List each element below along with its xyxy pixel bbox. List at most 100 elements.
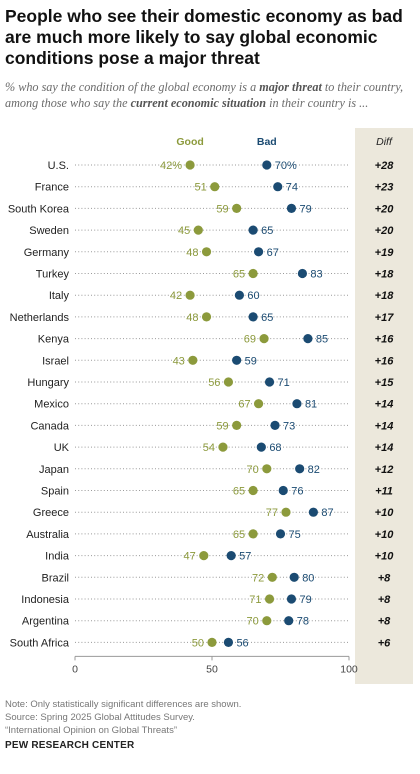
good-dot <box>201 247 212 257</box>
chart-title: People who see their domestic economy as… <box>5 6 403 68</box>
good-dot <box>185 160 195 170</box>
diff-value: +19 <box>375 247 395 259</box>
country-label: UK <box>54 442 70 454</box>
country-label: Sweden <box>29 225 69 237</box>
diff-value: +20 <box>375 203 395 215</box>
bad-value-label: 87 <box>321 507 333 519</box>
bad-dot <box>308 507 318 517</box>
diff-value: +8 <box>378 572 391 584</box>
good-value-label: 65 <box>233 529 245 541</box>
bad-dot <box>286 203 297 213</box>
country-label: India <box>45 551 70 563</box>
bad-dot <box>262 160 272 170</box>
bad-value-label: 65 <box>261 225 273 237</box>
bad-dot <box>223 637 234 648</box>
note-text: Note: Only statistically significant dif… <box>5 699 242 710</box>
legend-bad: Bad <box>257 136 277 148</box>
good-value-label: 69 <box>244 334 256 346</box>
country-label: U.S. <box>48 160 69 172</box>
good-dot <box>199 551 209 561</box>
diff-value: +14 <box>375 399 394 411</box>
country-label: Argentina <box>22 616 70 628</box>
good-dot <box>262 464 272 474</box>
bad-value-label: 71 <box>278 377 290 389</box>
good-value-label: 48 <box>186 247 198 259</box>
good-value-label: 65 <box>233 269 245 281</box>
diff-value: +10 <box>375 529 395 541</box>
bad-dot <box>234 290 244 300</box>
bad-value-label: 74 <box>286 182 298 194</box>
bad-value-label: 70% <box>275 160 297 172</box>
good-dot <box>201 312 212 322</box>
diff-value: +16 <box>375 355 395 367</box>
good-dot <box>264 594 275 604</box>
good-dot <box>253 399 264 409</box>
bad-dot <box>273 182 283 192</box>
bad-value-label: 68 <box>269 442 281 454</box>
diff-value: +23 <box>375 182 394 194</box>
country-label: South Korea <box>8 203 70 215</box>
good-dot <box>232 203 242 213</box>
bad-value-label: 56 <box>236 637 248 649</box>
bad-dot <box>278 485 288 496</box>
bad-value-label: 59 <box>245 355 257 367</box>
good-dot <box>188 355 198 365</box>
good-value-label: 77 <box>266 507 278 519</box>
bad-value-label: 81 <box>305 399 317 411</box>
diff-value: +6 <box>378 637 391 649</box>
good-value-label: 51 <box>194 182 206 194</box>
bad-dot <box>248 312 258 322</box>
good-dot <box>185 290 195 300</box>
bad-value-label: 79 <box>299 594 311 606</box>
diff-value: +10 <box>375 507 395 519</box>
good-dot <box>281 507 291 517</box>
bad-value-label: 83 <box>310 269 322 281</box>
good-dot <box>267 572 277 582</box>
good-value-label: 71 <box>249 594 261 606</box>
chart-subtitle: % who say the condition of the global ec… <box>5 79 415 111</box>
bad-dot <box>248 225 258 235</box>
subtitle-emphasis-2: current economic situation <box>130 96 267 110</box>
bad-value-label: 85 <box>316 334 328 346</box>
country-label: France <box>35 182 69 194</box>
country-label: Germany <box>24 247 70 259</box>
bad-value-label: 57 <box>239 551 251 563</box>
good-value-label: 47 <box>184 551 196 563</box>
diff-value: +11 <box>375 486 393 498</box>
good-value-label: 59 <box>216 420 228 432</box>
good-value-label: 72 <box>252 572 264 584</box>
diff-value: +8 <box>378 616 391 628</box>
good-value-label: 59 <box>216 203 228 215</box>
good-value-label: 56 <box>208 377 220 389</box>
country-label: Hungary <box>27 377 69 389</box>
good-value-label: 70 <box>247 616 259 628</box>
good-value-label: 48 <box>186 312 198 324</box>
diff-value: +20 <box>375 225 395 237</box>
bad-dot <box>284 616 294 626</box>
good-value-label: 43 <box>173 355 185 367</box>
country-label: Spain <box>41 486 69 498</box>
x-tick-label: 0 <box>72 663 78 675</box>
bad-dot <box>297 268 308 279</box>
country-label: Greece <box>33 507 69 519</box>
source-text: Source: Spring 2025 Global Attitudes Sur… <box>5 712 195 723</box>
bad-dot <box>286 594 297 604</box>
good-dot <box>248 485 258 496</box>
subtitle-part-2: to their country, among those who say th… <box>5 80 404 110</box>
country-label: Indonesia <box>21 594 70 606</box>
diff-value: +14 <box>375 420 394 432</box>
x-tick-label: 100 <box>340 663 358 675</box>
country-label: Australia <box>26 529 70 541</box>
organization-footer: PEW RESEARCH CENTER <box>5 740 135 751</box>
good-value-label: 42% <box>160 160 182 172</box>
bad-value-label: 67 <box>267 247 279 259</box>
diff-value: +8 <box>378 594 391 606</box>
good-value-label: 54 <box>203 442 215 454</box>
diff-value: +15 <box>375 377 395 389</box>
diff-value: +14 <box>375 442 394 454</box>
bad-value-label: 80 <box>302 572 314 584</box>
bad-value-label: 65 <box>261 312 273 324</box>
diff-value: +10 <box>375 551 395 563</box>
country-label: Kenya <box>38 334 70 346</box>
good-dot <box>218 442 228 452</box>
